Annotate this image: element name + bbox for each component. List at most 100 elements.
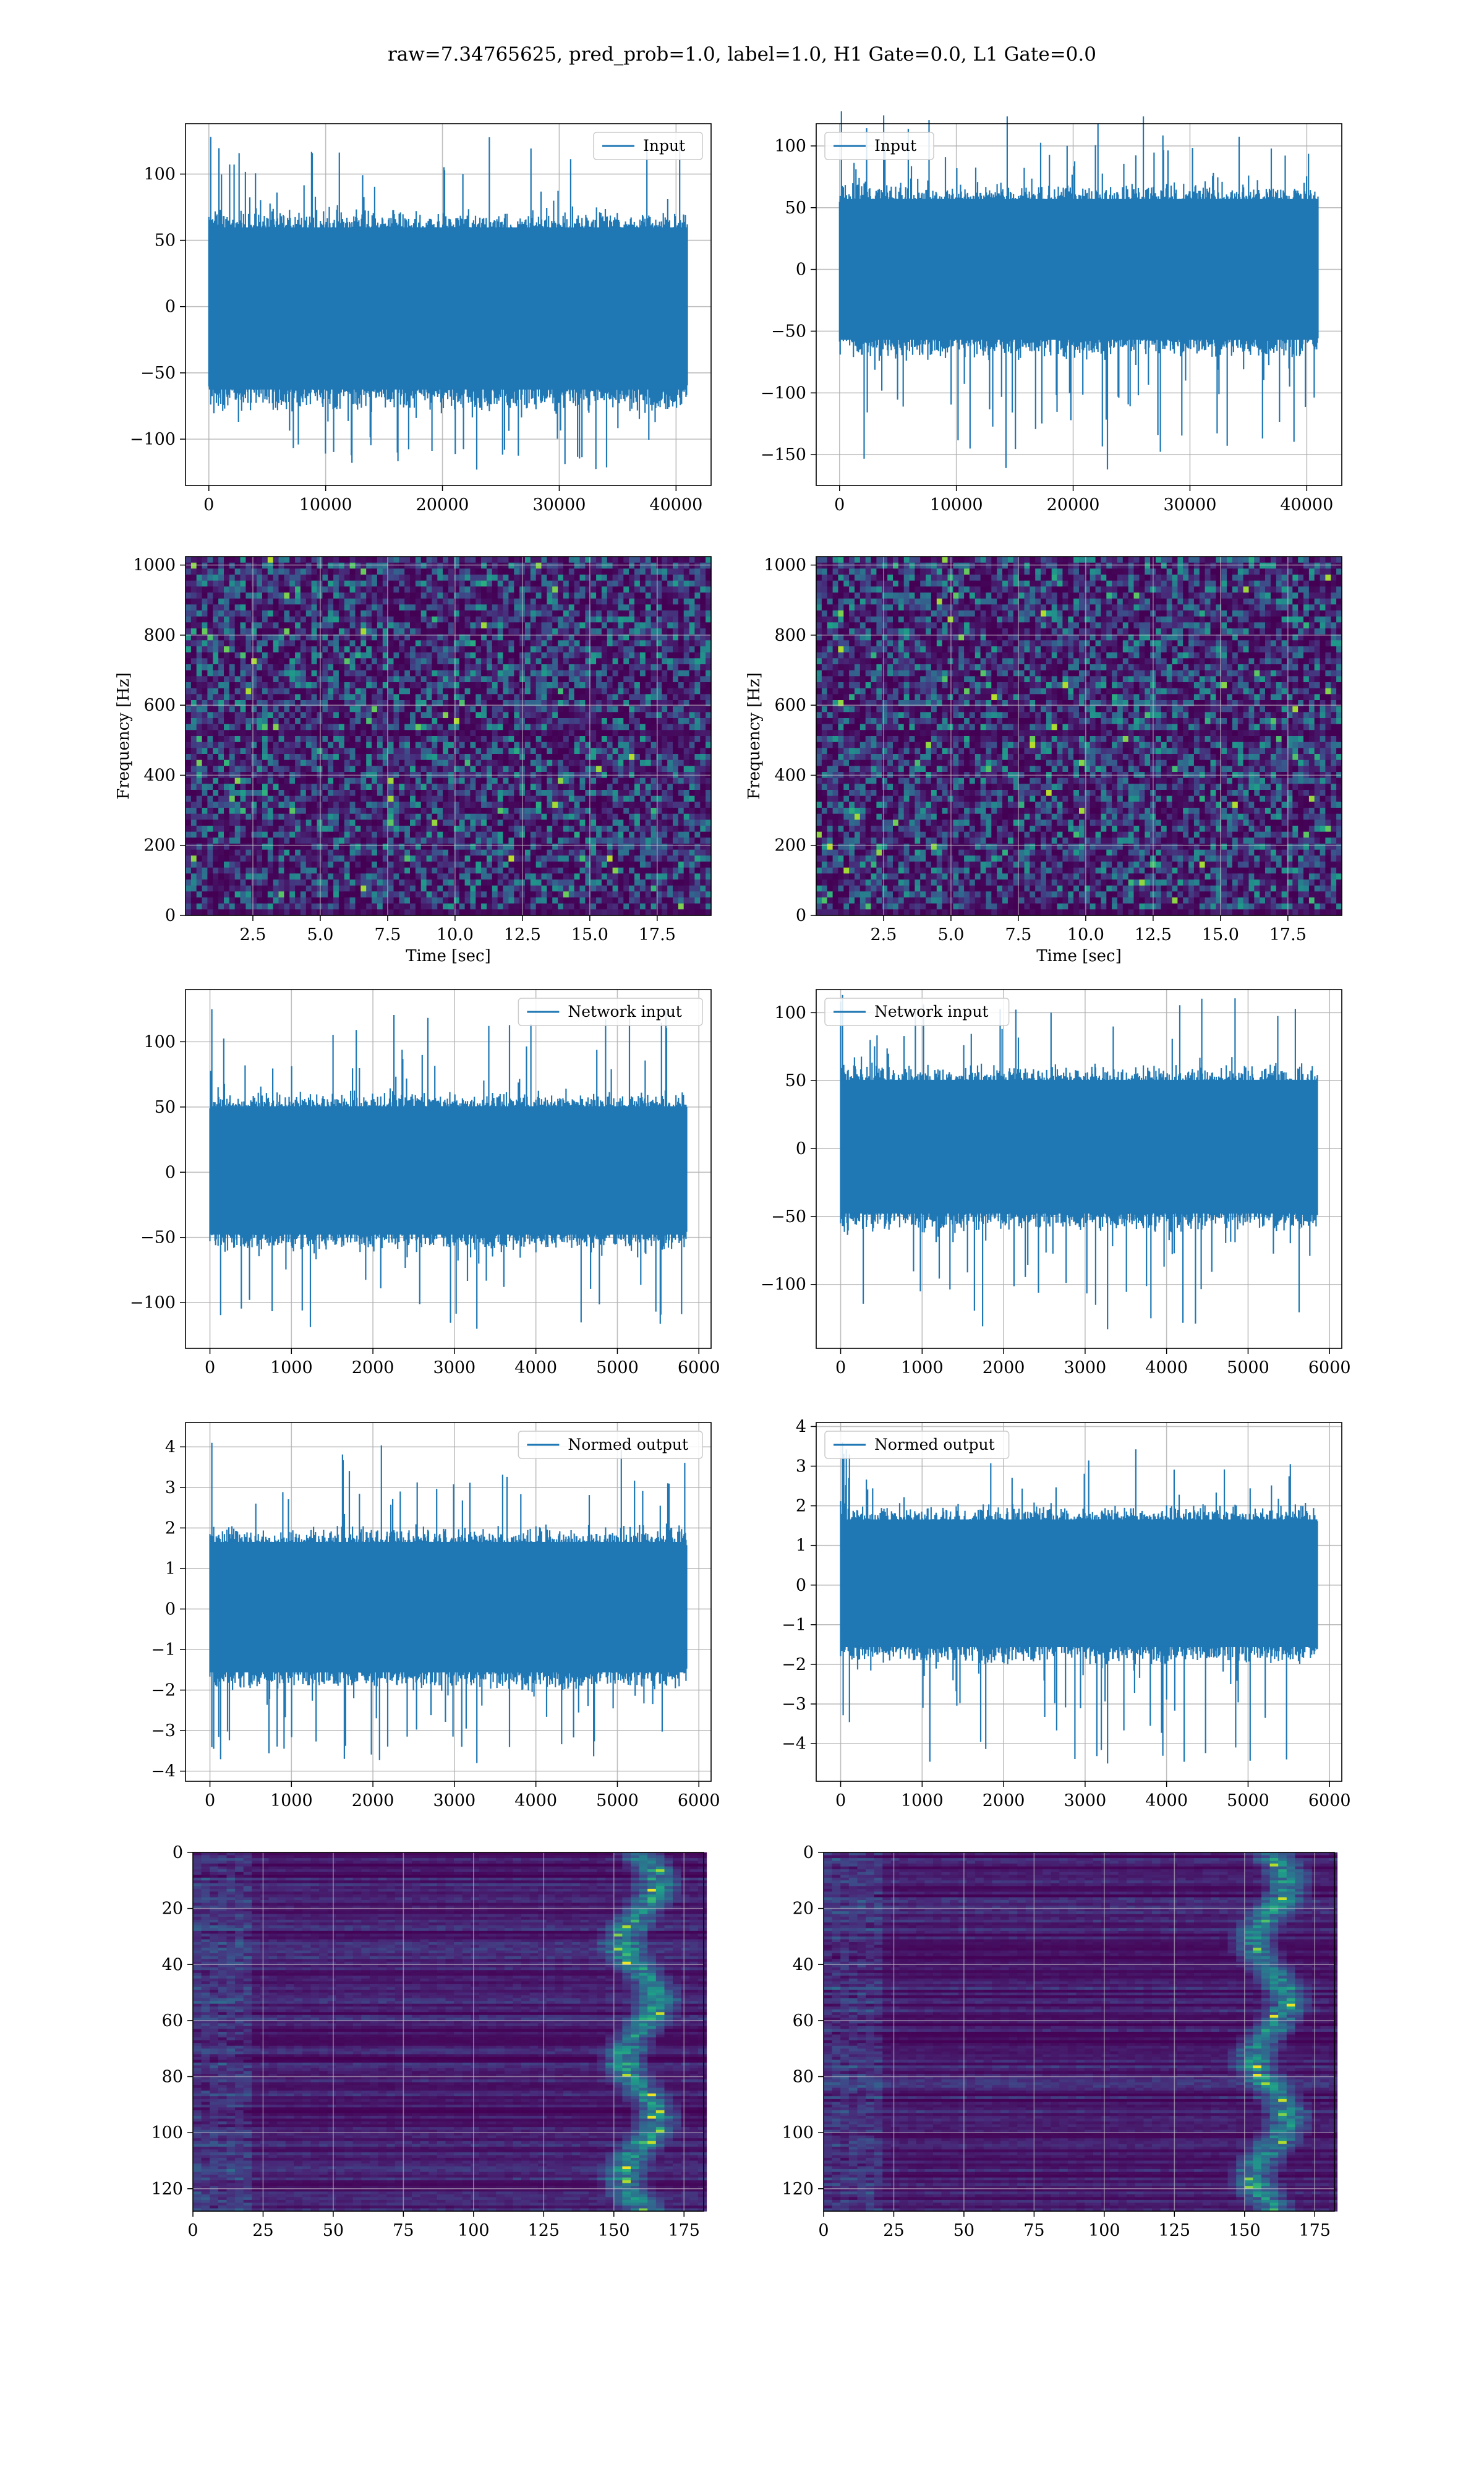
heatmap-cell (508, 706, 514, 713)
heatmap-cell (245, 640, 252, 647)
heatmap-cell (311, 784, 318, 790)
heatmap-cell (591, 808, 597, 815)
heatmap-cell (503, 640, 509, 647)
heatmap-cell (487, 676, 493, 683)
heatmap-cell (382, 580, 389, 587)
heatmap-cell (377, 742, 383, 748)
heatmap-cell (410, 694, 416, 701)
heatmap-cell (229, 646, 236, 653)
heatmap-cell (568, 754, 575, 761)
heatmap-cell (311, 694, 318, 701)
heatmap-cell (552, 730, 558, 737)
heatmap-cell (305, 586, 312, 593)
heatmap-cell (267, 766, 274, 773)
heatmap-cell (360, 706, 367, 713)
heatmap-cell (563, 837, 569, 844)
heatmap-cell (218, 682, 224, 689)
heatmap-cell (558, 712, 564, 719)
heatmap-cell (667, 604, 673, 611)
y-tick-label: 50 (785, 199, 806, 218)
heatmap-cell (667, 646, 673, 653)
heatmap-cell (700, 813, 706, 820)
heatmap-cell (530, 575, 537, 581)
heatmap-cell (481, 718, 487, 725)
heatmap-cell (311, 658, 318, 665)
heatmap-cell (689, 688, 696, 695)
heatmap-cell (432, 855, 438, 862)
heatmap-cell (552, 844, 558, 850)
heatmap-cell (186, 748, 192, 755)
heatmap-cell (645, 844, 652, 850)
heatmap-cell (689, 754, 696, 761)
heatmap-cell (305, 682, 312, 689)
heatmap-cell (251, 562, 257, 569)
heatmap-cell (453, 837, 460, 844)
heatmap-cell (196, 575, 203, 581)
heatmap-cell (229, 718, 236, 725)
heatmap-cell (574, 813, 581, 820)
heatmap-cell (650, 652, 657, 659)
heatmap-cell (497, 831, 504, 838)
heatmap-cell (662, 849, 668, 856)
heatmap-cell (245, 718, 252, 725)
heatmap-cell (530, 790, 537, 797)
heatmap-cell (190, 568, 197, 575)
heatmap-cell (448, 724, 454, 730)
heatmap-cell (508, 682, 514, 689)
heatmap-cell (300, 694, 307, 701)
heatmap-cell (404, 562, 411, 569)
heatmap-cell (257, 562, 263, 569)
heatmap-cell (284, 766, 290, 773)
heatmap-cell (645, 855, 652, 862)
heatmap-cell (410, 813, 416, 820)
heatmap-cell (547, 688, 553, 695)
heatmap-cell (683, 575, 690, 581)
heatmap-cell (322, 742, 328, 748)
heatmap-cell (596, 826, 602, 833)
heatmap-cell (305, 730, 312, 737)
heatmap-cell (678, 562, 684, 569)
heatmap-cell (541, 831, 547, 838)
heatmap-cell (574, 831, 581, 838)
heatmap-cell (639, 784, 646, 790)
heatmap-cell (190, 634, 197, 641)
heatmap-cell (673, 813, 679, 820)
heatmap-cell (547, 844, 553, 850)
heatmap-cell (601, 622, 608, 629)
heatmap-cell (530, 813, 537, 820)
heatmap-cell (300, 628, 307, 635)
heatmap-cell (190, 575, 197, 581)
heatmap-cell (213, 688, 219, 695)
heatmap-cell (629, 742, 635, 748)
heatmap-cell (585, 688, 591, 695)
heatmap-cell (492, 622, 498, 629)
heatmap-cell (689, 724, 696, 730)
heatmap-cell (497, 634, 504, 641)
heatmap-cell (662, 622, 668, 629)
heatmap-cell (470, 718, 476, 725)
heatmap-cell (530, 742, 537, 748)
heatmap-cell (328, 616, 334, 623)
heatmap-cell (404, 670, 411, 677)
heatmap-cell (568, 604, 575, 611)
heatmap-cell (295, 634, 301, 641)
heatmap-cell (393, 628, 399, 635)
heatmap-cell (541, 837, 547, 844)
heatmap-cell (487, 700, 493, 707)
heatmap-cell (322, 586, 328, 593)
heatmap-cell (601, 831, 608, 838)
heatmap-cell (196, 598, 203, 605)
heatmap-cell (289, 670, 296, 677)
heatmap-cell (218, 557, 224, 563)
heatmap-cell (295, 795, 301, 802)
heatmap-cell (650, 676, 657, 683)
heatmap-cell (273, 604, 279, 611)
heatmap-cell (629, 628, 635, 635)
heatmap-cell (262, 795, 268, 802)
heatmap-cell (289, 658, 296, 665)
heatmap-cell (415, 670, 422, 677)
heatmap-cell (300, 837, 307, 844)
heatmap-cell (229, 628, 236, 635)
heatmap-cell (366, 616, 372, 623)
heatmap-cell (213, 610, 219, 617)
